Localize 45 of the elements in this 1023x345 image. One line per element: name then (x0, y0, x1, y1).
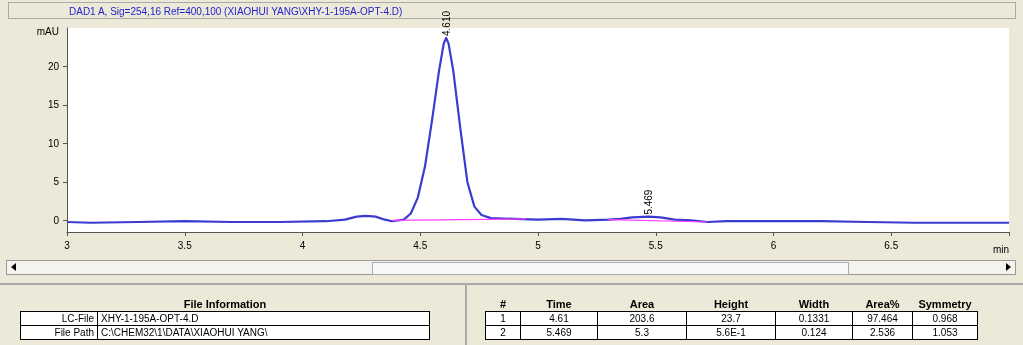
text: 97.464 (852, 311, 913, 326)
y-tick-label: 15 (47, 99, 60, 111)
x-tick-label: 5 (535, 239, 542, 251)
x-tick-label: 6 (770, 239, 777, 251)
y-tick-label: 0 (53, 214, 60, 226)
text: Width (797, 297, 831, 312)
y-tick-label: 20 (47, 60, 60, 72)
text: 0.968 (912, 311, 978, 326)
x-tick-label: 3.5 (177, 239, 193, 251)
x-tick-label: 5.5 (648, 239, 664, 251)
text: Area% (864, 297, 901, 312)
y-tick-label: 5 (53, 176, 60, 188)
annotation: 5.469 (642, 189, 654, 215)
text: Time (545, 297, 573, 312)
y-axis-title: mAU (36, 25, 59, 37)
annotation: 4.610 (440, 10, 452, 37)
text: File Path (20, 325, 98, 340)
x-tick-label: 3 (64, 239, 71, 251)
text: 23.7 (686, 311, 776, 326)
text: Area (628, 297, 656, 312)
text: Symmetry (917, 297, 973, 312)
x-tick-label: 6.5 (884, 239, 899, 251)
text: LC-File (20, 311, 98, 326)
chart-title: DAD1 A, Sig=254,16 Ref=400,100 (XIAOHUI YANG\XHY-1-195A-OPT-4.D) (69, 6, 403, 17)
x-tick-label: 4.5 (413, 239, 428, 251)
text: # (498, 297, 508, 312)
x-tick-label: 4 (299, 239, 306, 251)
text: C:\CHEM32\1\DATA\XIAOHUI YANG\ (97, 325, 430, 340)
text: File Information (182, 297, 268, 312)
line-series (65, 36, 1011, 224)
text: 5.6E-1 (686, 325, 776, 340)
text: 0.1331 (775, 311, 853, 326)
text: 2 (485, 325, 521, 340)
text: 5.3 (597, 325, 687, 340)
text: Height (712, 297, 750, 312)
text: 4.61 (520, 311, 598, 326)
y-tick-label: 10 (47, 137, 60, 149)
text: 2.536 (852, 325, 913, 340)
text: 0.124 (775, 325, 853, 340)
text: 5.469 (520, 325, 598, 340)
x-axis-title: min (992, 243, 1009, 255)
text: 1 (485, 311, 521, 326)
text: XHY-1-195A-OPT-4.D (97, 311, 430, 326)
text: 203.6 (597, 311, 687, 326)
text: 1.053 (912, 325, 978, 340)
